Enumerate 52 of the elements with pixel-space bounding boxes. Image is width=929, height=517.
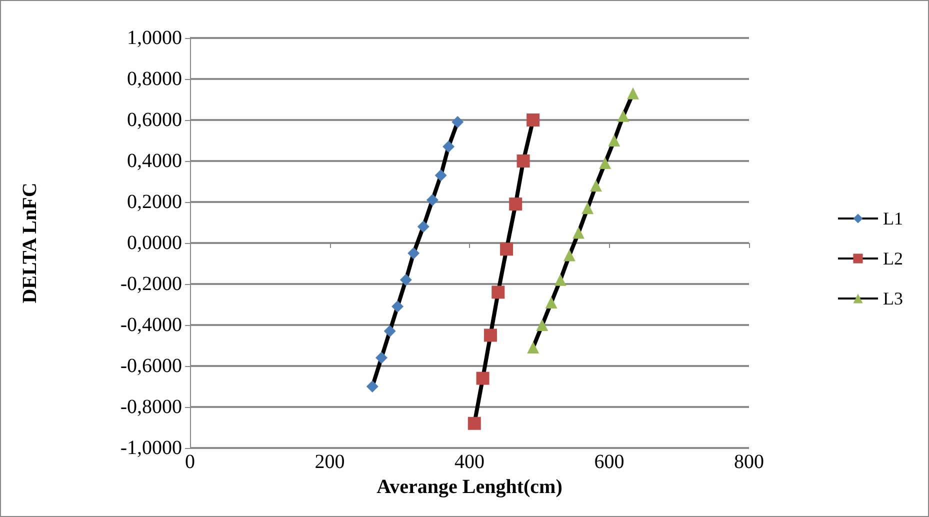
legend-label: L3 xyxy=(883,288,904,308)
point xyxy=(527,342,540,354)
y-tick-label: -0,4000 xyxy=(120,314,182,336)
point xyxy=(484,328,497,342)
y-tick-label: 0,6000 xyxy=(127,109,182,131)
x-tick-label: 200 xyxy=(314,451,345,473)
x-tick-label: 400 xyxy=(454,451,484,473)
point xyxy=(572,226,585,239)
y-tick-label: -0,6000 xyxy=(120,355,182,377)
point xyxy=(468,416,481,430)
point xyxy=(476,372,490,385)
legend-label: L2 xyxy=(883,248,904,268)
point xyxy=(563,249,576,262)
point xyxy=(599,157,612,170)
x-tick-label: 0 xyxy=(185,451,195,473)
point xyxy=(526,114,540,126)
y-tick-label: 0,8000 xyxy=(127,68,182,90)
x-tick-label: 800 xyxy=(734,451,764,473)
point xyxy=(452,116,464,128)
point xyxy=(426,194,438,206)
point xyxy=(492,286,505,299)
point xyxy=(590,180,602,192)
y-tick-label: -1,0000 xyxy=(120,437,182,459)
point xyxy=(384,325,396,338)
y-tick-label: 0,0000 xyxy=(127,232,182,254)
point xyxy=(516,154,530,168)
legend-label: L1 xyxy=(883,208,904,228)
point xyxy=(627,87,640,100)
point xyxy=(400,274,412,286)
y-tick-label: -0,8000 xyxy=(120,396,182,418)
point xyxy=(417,220,430,233)
point xyxy=(617,110,630,122)
point xyxy=(608,134,620,146)
point xyxy=(582,202,594,214)
point xyxy=(392,300,404,313)
point xyxy=(375,352,388,364)
x-axis-title: Averange Lenght(cm) xyxy=(376,476,562,498)
point xyxy=(442,140,455,153)
point xyxy=(408,247,420,260)
y-tick-label: 0,4000 xyxy=(127,150,182,172)
point xyxy=(500,242,514,256)
point xyxy=(509,198,522,211)
point xyxy=(545,296,558,308)
point xyxy=(366,380,378,392)
x-tick-label: 600 xyxy=(594,451,624,473)
point xyxy=(554,274,566,286)
point xyxy=(434,169,447,182)
y-tick-label: -0,2000 xyxy=(120,273,182,295)
point xyxy=(536,319,548,331)
y-tick-label: 1,0000 xyxy=(127,27,182,49)
y-tick-label: 0,2000 xyxy=(127,191,182,213)
y-axis-title: DELTA LnFC xyxy=(19,182,41,304)
